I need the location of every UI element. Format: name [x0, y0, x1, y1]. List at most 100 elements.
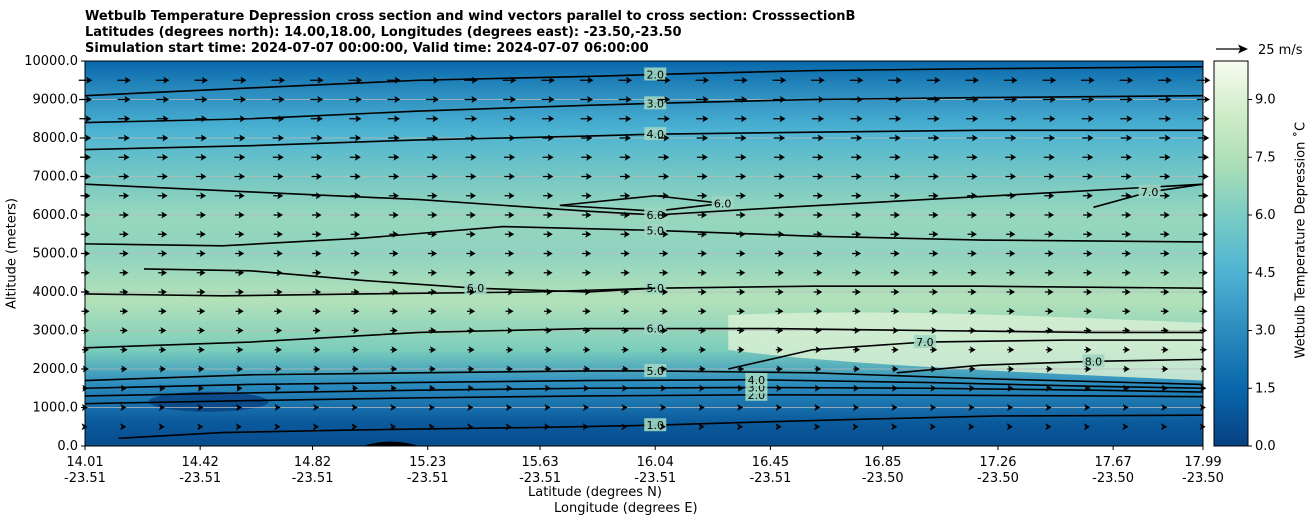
wind-vector: [425, 76, 440, 84]
wind-vector: [388, 153, 400, 161]
wind-vector: [351, 288, 360, 296]
wind-vector: [929, 288, 938, 296]
wind-vector: [811, 115, 825, 123]
wind-vector: [697, 269, 707, 277]
wind-vector: [850, 134, 863, 142]
wind-vector: [1120, 153, 1132, 161]
contour-line-2.0: [84, 65, 1204, 97]
x-tick-label-lon: -23.51: [292, 471, 334, 486]
wind-vector: [505, 327, 514, 334]
wind-vector: [233, 115, 246, 123]
wind-vector: [1083, 211, 1093, 219]
x-tick-label-lon: -23.50: [1092, 471, 1134, 486]
wind-vector: [155, 76, 170, 84]
wind-vector: [235, 269, 245, 277]
wind-vector: [1122, 288, 1131, 296]
quiver-key-label: 25 m/s: [1258, 43, 1303, 58]
wind-vector: [311, 173, 323, 180]
wind-vector: [1121, 211, 1132, 219]
wind-vector: [465, 153, 477, 161]
wind-vector: [428, 346, 437, 354]
wind-vector: [580, 96, 594, 103]
wind-vector: [351, 327, 360, 334]
wind-vector: [1082, 192, 1093, 200]
wind-vector: [852, 423, 859, 431]
wind-vector: [927, 134, 940, 142]
wind-vector: [1160, 269, 1170, 277]
colorbar-tick-label: 1.5: [1255, 381, 1276, 396]
contour-label: 6.0: [646, 323, 664, 336]
wind-vector: [737, 404, 744, 411]
contour-line-2.0: [84, 393, 1204, 405]
wind-vector: [541, 96, 555, 103]
wind-vector: [274, 404, 281, 411]
wind-vector: [659, 288, 669, 296]
wind-vector: [119, 230, 129, 238]
wind-vector: [195, 153, 207, 161]
wind-vector: [156, 115, 169, 123]
wind-vector: [1007, 404, 1014, 411]
wind-vector: [156, 134, 169, 142]
wind-vector: [1121, 173, 1132, 180]
contour-line-5.0: [84, 285, 1204, 297]
wind-vector: [389, 250, 399, 257]
wind-vector: [388, 134, 400, 142]
wind-vector: [1006, 250, 1016, 257]
wind-vector: [928, 192, 939, 200]
wind-vector: [1159, 153, 1171, 161]
wind-vector: [582, 423, 589, 431]
wind-vector: [697, 173, 708, 180]
wind-vector: [618, 96, 632, 103]
wind-vector: [775, 269, 784, 277]
wind-vector: [1084, 346, 1092, 354]
wind-vector: [1120, 134, 1133, 142]
wind-vector: [235, 288, 245, 296]
wind-vector: [813, 211, 823, 219]
wind-vector: [736, 211, 746, 219]
wind-vector: [890, 211, 900, 219]
wind-vector: [1161, 346, 1169, 354]
wind-vector: [1084, 327, 1092, 334]
wind-vector: [157, 211, 168, 219]
contour-label-bg: [711, 196, 734, 210]
wind-vector: [505, 250, 515, 257]
contour-label: 7.0: [916, 336, 934, 349]
wind-vector: [348, 76, 363, 84]
wind-vector: [198, 384, 205, 392]
x-tick-label-lat: 17.67: [1095, 455, 1132, 470]
x-tick-label-lat: 16.04: [637, 455, 674, 470]
wind-vector: [1161, 365, 1169, 373]
contour-label-bg: [644, 223, 667, 237]
wind-vector: [930, 384, 937, 392]
wind-vector: [235, 327, 244, 334]
wind-vector: [1081, 76, 1095, 84]
contour-label: 6.0: [467, 282, 485, 295]
wind-vector: [1081, 96, 1095, 103]
wind-vector: [1121, 269, 1131, 277]
wind-vector: [196, 192, 207, 200]
wind-vector: [541, 76, 555, 84]
wind-vector: [312, 269, 322, 277]
wind-vector: [1082, 173, 1094, 180]
wind-vector: [696, 115, 709, 123]
wind-vector: [659, 327, 668, 334]
wind-vector: [426, 115, 439, 123]
colorbar: [1213, 60, 1249, 447]
wind-vector: [1006, 327, 1015, 334]
wind-vector: [621, 327, 630, 334]
wind-vector: [1044, 288, 1054, 296]
wind-vector: [582, 269, 592, 277]
wind-vector: [929, 269, 939, 277]
wind-vector: [621, 404, 628, 411]
wind-vector: [967, 230, 977, 238]
wind-vector: [734, 96, 748, 103]
wind-vector: [543, 192, 554, 200]
wind-vector: [656, 76, 671, 84]
wind-vector: [1158, 115, 1172, 123]
wind-vector: [968, 346, 976, 354]
wind-vector: [696, 153, 708, 161]
wind-vector: [543, 288, 553, 296]
wind-vector: [966, 173, 978, 180]
wind-vector: [929, 250, 939, 257]
wind-vector: [698, 346, 706, 354]
